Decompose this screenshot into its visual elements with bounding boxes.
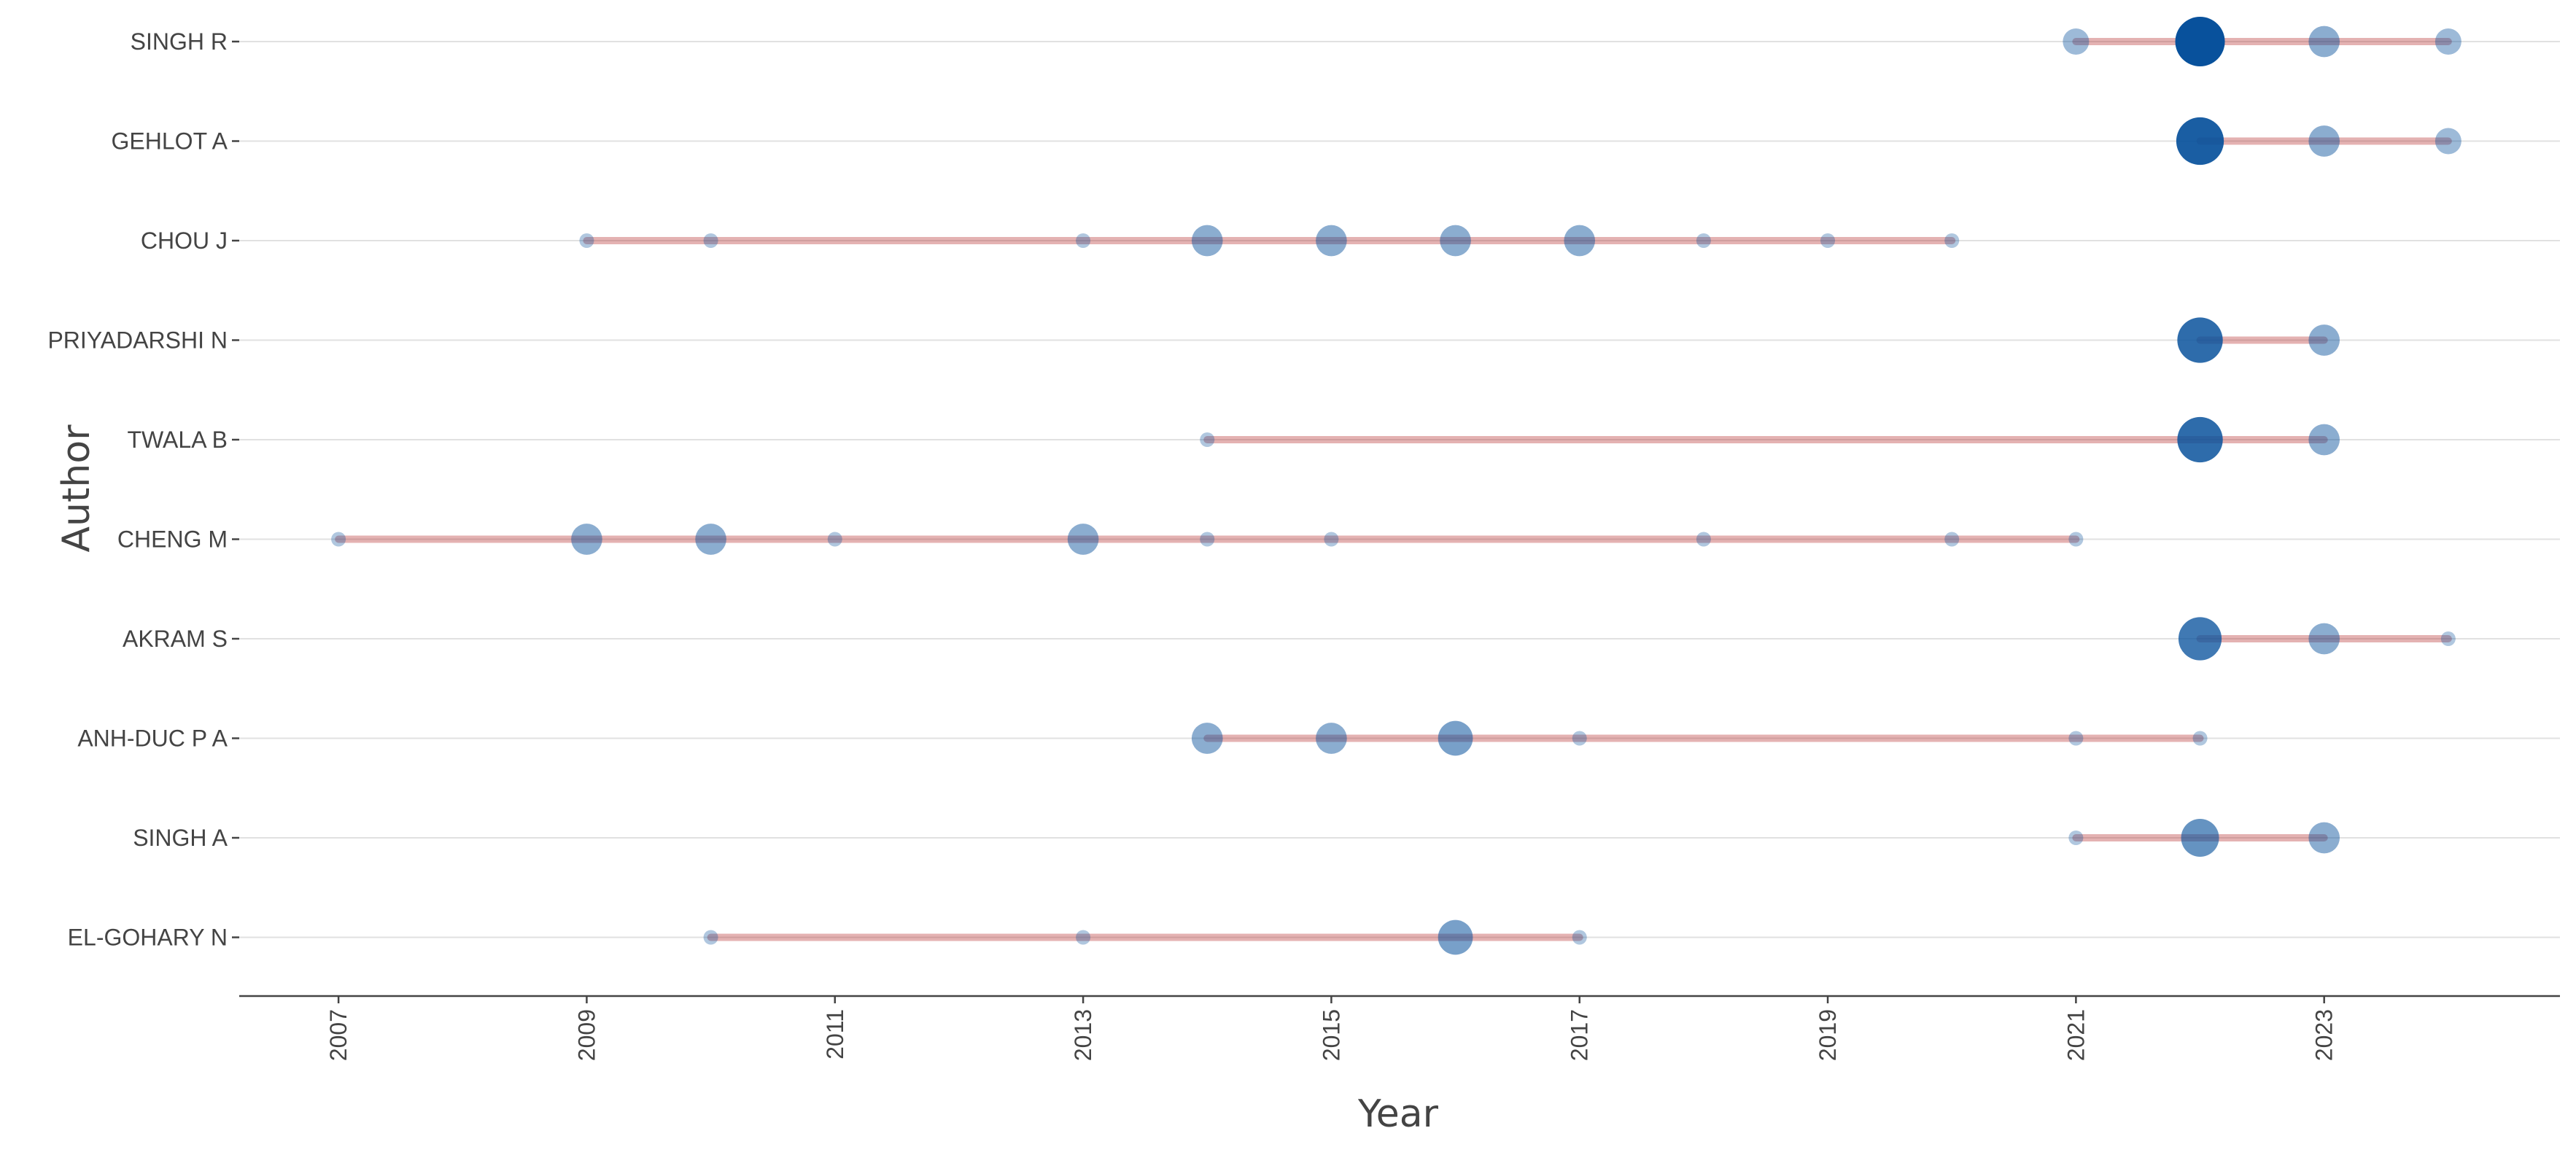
author-year-point [2308,822,2340,854]
x-tick-label: 2007 [325,1009,352,1061]
author-year-point [579,233,594,248]
author-year-point [1191,723,1223,754]
author-year-point [1696,233,1711,248]
y-tick-label: AKRAM S [123,626,228,652]
author-year-point [2308,324,2340,356]
x-axis-title: Year [1357,1092,1439,1136]
author-year-point [2435,128,2461,155]
author-year-point [1076,930,1091,945]
author-range-lines [335,38,2452,941]
author-year-point [2181,819,2219,857]
y-tick-label: TWALA B [127,427,228,453]
y-tick-label: EL-GOHARY N [68,925,228,951]
author-year-point [1944,233,1960,248]
author-year-point [2308,623,2340,655]
y-tick-label: CHOU J [141,228,228,254]
author-year-point [2177,317,2223,363]
author-year-point [1067,524,1099,555]
x-tick-label: 2015 [1318,1009,1344,1061]
author-year-point [2192,731,2208,746]
author-year-point [1438,919,1473,955]
y-tick-label: CHENG M [117,526,228,553]
author-year-point [1316,723,1347,754]
author-year-point [2177,416,2223,463]
author-year-point [2308,26,2340,58]
author-year-point [1572,731,1587,746]
author-year-point [1696,532,1711,547]
author-year-point [1316,225,1347,257]
y-tick-label: GEHLOT A [112,128,228,155]
author-year-point [1191,225,1223,257]
y-axis: SINGH R GEHLOT A CHOU J PRIYADARSHI N TWALA … [47,28,239,951]
y-tick-label: ANH-DUC P A [77,726,228,752]
author-year-point [1200,532,1215,547]
author-year-point [2178,617,2222,661]
author-year-point [695,524,726,555]
author-year-point [2068,532,2084,547]
author-year-point [703,930,718,945]
author-year-point [1200,432,1215,447]
x-tick-label: 2023 [2311,1009,2338,1061]
author-year-point [703,233,718,248]
author-year-point [1076,233,1091,248]
x-tick-label: 2017 [1567,1009,1593,1061]
gridlines [239,41,2560,938]
x-tick-label: 2019 [1815,1009,1841,1061]
author-year-point [571,524,602,555]
author-year-point [331,532,346,547]
author-year-point [2308,424,2340,456]
author-year-point [2440,631,2456,646]
x-tick-label: 2009 [573,1009,600,1061]
y-tick-label: SINGH R [131,28,228,55]
x-tick-label: 2011 [822,1009,848,1059]
author-year-point [1572,930,1587,945]
y-tick-label: SINGH A [133,825,228,851]
author-year-point [2175,17,2225,66]
author-year-point [827,532,842,547]
author-year-point [2435,28,2461,55]
author-year-point [1944,532,1960,547]
author-year-point [1324,532,1339,547]
y-tick-label: PRIYADARSHI N [47,327,228,354]
author-year-point [1440,225,1471,257]
x-axis: 2007 2009 2011 2013 2015 2017 2019 2021 2023 [239,995,2560,1061]
author-year-point [1820,233,1836,248]
author-year-point [2308,125,2340,157]
author-year-point [2176,117,2224,166]
x-tick-label: 2021 [2063,1009,2089,1061]
x-tick-label: 2013 [1070,1009,1096,1061]
y-axis-title: Author [55,424,98,553]
author-year-point [1438,720,1473,756]
author-year-point [2068,731,2084,746]
author-year-point [2068,831,2084,845]
author-year-point [2063,28,2090,55]
author-year-points [331,17,2461,955]
author-year-point [1564,225,1596,257]
